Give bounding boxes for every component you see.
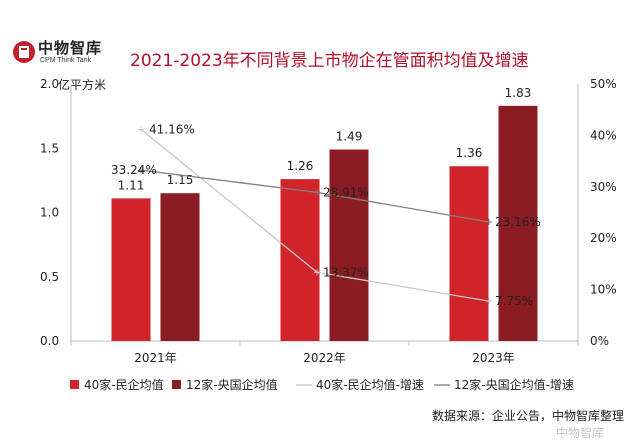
bar-data-label: 1.83 (505, 86, 532, 100)
bar (111, 198, 151, 341)
bar-data-label: 1.36 (456, 146, 483, 160)
y2-tick-label: 30% (590, 180, 617, 194)
line-data-label: 23.16% (495, 215, 541, 229)
bar-data-label: 1.11 (118, 178, 145, 192)
bar-data-label: 1.15 (167, 173, 194, 187)
y-tick-label: 1.5 (40, 141, 59, 155)
line-data-label: 13.37% (323, 265, 369, 279)
y-tick-label: 1.0 (40, 206, 59, 220)
y2-tick-label: 40% (590, 128, 617, 142)
line-point (138, 167, 144, 174)
legend-label: 40家-民企均值 (84, 377, 164, 392)
source-note: 数据来源：企业公告，中物智库整理 (432, 409, 625, 423)
legend-label: 12家-央国企均值 (186, 377, 278, 392)
line-data-label: 28.91% (323, 185, 369, 199)
y-tick-label: 0.5 (40, 270, 59, 284)
bar-data-label: 1.49 (336, 130, 363, 144)
bar (498, 105, 538, 341)
bar (449, 166, 489, 341)
watermark: 中物智库 (556, 426, 605, 440)
line-point (314, 269, 320, 276)
line-data-label: 33.24% (111, 163, 157, 177)
y2-tick-label: 0% (590, 334, 609, 348)
legend-label: 12家-央国企均值-增速 (454, 377, 574, 392)
x-tick-label: 2023年 (472, 351, 515, 365)
logo-name-en: CPM Think Tank (40, 57, 92, 64)
legend-swatch (70, 380, 79, 389)
y2-tick-label: 20% (590, 231, 617, 245)
legend-swatch (172, 380, 181, 389)
chart-title: 2021-2023年不同背景上市物企在管面积均值及增速 (130, 51, 529, 71)
line-point (314, 189, 320, 196)
line-point (486, 298, 492, 305)
y2-tick-label: 50% (590, 77, 617, 91)
bar (160, 193, 200, 341)
bar (280, 179, 320, 341)
x-tick-label: 2021年 (134, 351, 177, 365)
bar (329, 149, 369, 341)
logo-name: 中物智库 (38, 39, 103, 57)
y2-tick-label: 10% (590, 283, 617, 297)
y-tick-label: 0.0 (40, 334, 59, 348)
legend-label: 40家-民企均值-增速 (316, 377, 424, 392)
line-data-label: 41.16% (149, 122, 195, 136)
line-point (138, 126, 144, 133)
y-axis-unit: 亿平方米 (58, 78, 107, 92)
line-point (486, 218, 492, 225)
line-data-label: 7.75% (495, 294, 533, 308)
y-tick-label: 2.0 (40, 77, 59, 91)
x-tick-label: 2022年 (303, 351, 346, 365)
bar-data-label: 1.26 (287, 159, 314, 173)
